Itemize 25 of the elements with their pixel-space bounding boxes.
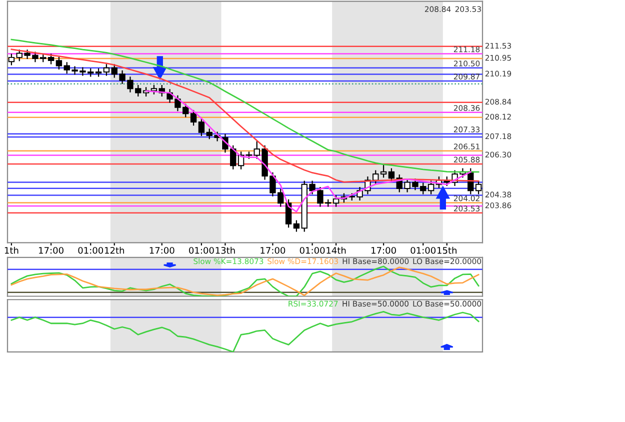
candlestick [48,54,54,64]
candlestick [8,54,15,66]
x-tick-label: 13th [216,246,235,254]
x-tick-label: 01:00 [189,246,214,254]
x-tick-label: 15th [437,246,456,254]
x-tick-label: 17:00 [260,246,286,254]
x-tick-label: 01:00 [300,246,325,254]
x-tick-label: 1th [4,246,18,254]
x-tick-label: 17:00 [372,246,396,254]
candlestick [380,164,387,178]
candlestick [475,180,482,194]
candlestick [103,64,110,76]
candlestick [293,220,300,232]
x-tick-label: 01:00 [410,246,436,254]
x-tick-label: 14th [326,246,346,254]
x-tick-label: 17:00 [150,246,174,254]
candlestick [190,110,197,126]
candlestick [428,180,434,194]
candlestick [388,168,395,182]
candlestick [56,56,62,70]
x-tick-label: 12th [104,246,124,254]
x-tick-label: 01:00 [78,246,104,254]
candlestick [285,199,292,228]
x-tick-label: 17:00 [39,246,64,254]
candlestick [198,118,205,136]
